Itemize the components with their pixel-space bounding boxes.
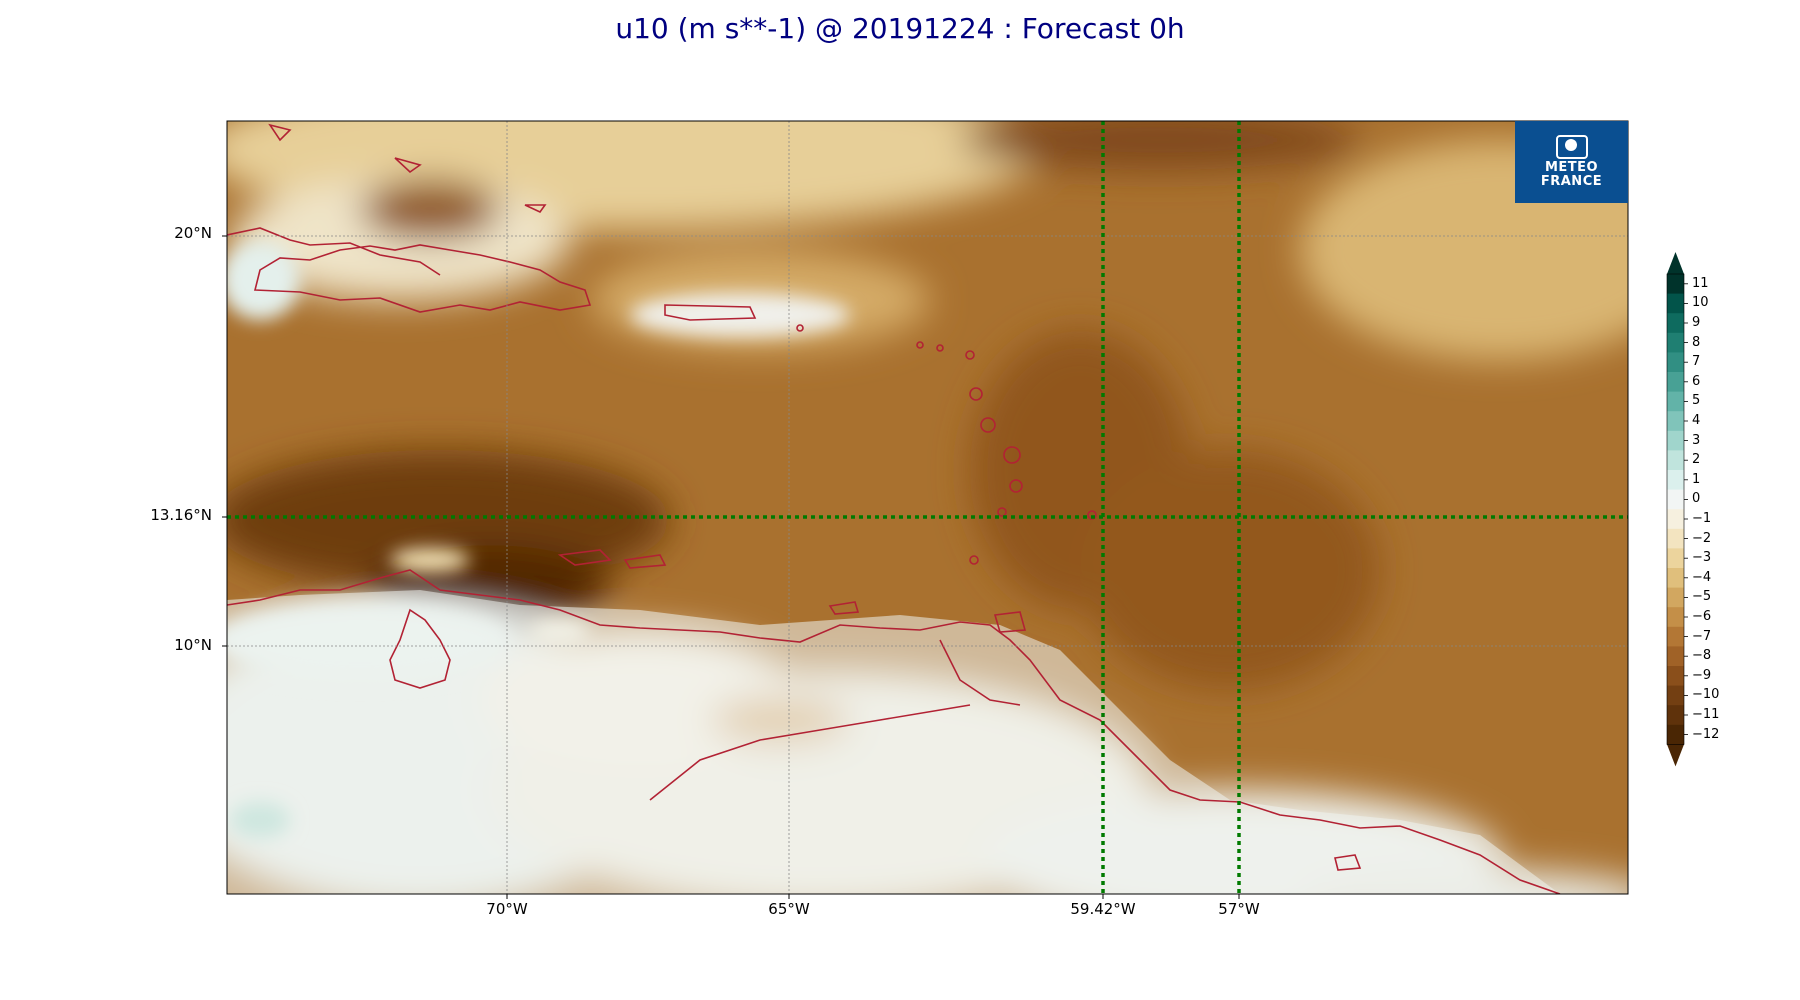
island-tobago-east [1334, 854, 1362, 871]
map-title: u10 (m s**-1) @ 20191224 : Forecast 0h [615, 12, 1185, 45]
lon-label-59.42W: 59.42°W [1070, 900, 1136, 918]
colorbar-tick-label: 7 [1692, 354, 1701, 370]
colorbar [1666, 252, 1688, 767]
colorbar-swatch [1667, 489, 1684, 510]
colorbar-tick-label: −2 [1692, 530, 1712, 546]
island-dominica [969, 387, 983, 401]
colorbar-tick-label: −1 [1692, 511, 1712, 526]
puerto-rico-coast [664, 304, 757, 321]
island-vi [796, 324, 804, 332]
lon-label-70W: 70°W [486, 900, 528, 918]
colorbar-tick-label: 8 [1692, 334, 1701, 350]
colorbar-tick-label: −3 [1692, 550, 1712, 566]
island-curacao [623, 554, 667, 569]
colorbar-swatch [1667, 724, 1684, 745]
colorbar-tick-label: −5 [1692, 589, 1712, 605]
interior-river [649, 704, 971, 801]
island-anguilla [916, 341, 924, 349]
colorbar-tick-label: 9 [1692, 315, 1701, 330]
colorbar-swatch [1667, 450, 1684, 471]
hispaniola-coast [253, 244, 592, 313]
island-stkitts [936, 344, 944, 352]
axis-ticks [222, 235, 1240, 899]
orinoco-coast [939, 639, 1021, 706]
lon-label-57W: 57°W [1218, 900, 1260, 918]
colorbar-swatch [1667, 666, 1684, 687]
island-barbados [1087, 510, 1097, 520]
colorbar-swatch [1667, 607, 1684, 628]
colorbar-tick-label: 3 [1692, 432, 1701, 448]
graticule [227, 121, 1628, 894]
colorbar-tick-label: −7 [1692, 628, 1712, 644]
colorbar-swatch [1667, 293, 1684, 314]
colorbar-tick-label: −12 [1692, 726, 1720, 742]
colorbar-tick-label: −4 [1692, 569, 1712, 585]
colorbar-tick-label: 2 [1692, 452, 1701, 468]
island-stvincent [997, 507, 1007, 517]
colorbar-swatch [1667, 411, 1684, 432]
island-bahamas-2 [394, 157, 422, 174]
colorbar-tick-label: −9 [1692, 667, 1712, 683]
meteo-france-logo: METEO FRANCE [1515, 121, 1628, 203]
island-tci [524, 204, 547, 214]
colorbar-tick-label: −6 [1692, 609, 1712, 624]
lon-label-65W: 65°W [768, 900, 810, 918]
island-aruba [557, 549, 612, 566]
colorbar-swatch [1667, 548, 1684, 569]
colorbar-border [1666, 273, 1685, 745]
cuba-coast [227, 227, 441, 276]
colorbar-swatch [1667, 568, 1684, 589]
colorbar-tick-label: 4 [1692, 413, 1701, 428]
colorbar-tick-label: −11 [1692, 707, 1720, 722]
island-grenada [969, 555, 979, 565]
colorbar-swatch [1667, 470, 1684, 491]
colorbar-tick-label: 5 [1692, 393, 1701, 409]
colorbar-swatch [1667, 372, 1684, 393]
colorbar-swatch [1667, 352, 1684, 373]
colorbar-tick-label: −10 [1692, 687, 1720, 703]
highlight-lines [227, 121, 1628, 894]
lat-label-10N: 10°N [174, 636, 212, 654]
lat-label-20N: 20°N [174, 224, 212, 242]
colorbar-tick-label: 1 [1692, 471, 1701, 487]
map-frame [226, 120, 1629, 895]
colorbar-swatch [1667, 509, 1684, 530]
colorbar-swatch [1667, 705, 1684, 726]
colorbar-swatch [1667, 391, 1684, 412]
colorbar-swatch [1667, 430, 1684, 451]
logo-line-1: METEO [1544, 160, 1599, 175]
colorbar-tick-label: 6 [1692, 373, 1701, 389]
island-guadeloupe [1003, 446, 1021, 464]
colorbar-extend-top [1667, 252, 1684, 274]
colorbar-tick-label: 10 [1692, 295, 1709, 311]
island-antigua [965, 350, 975, 360]
colorbar-swatch [1667, 626, 1684, 647]
island-margarita [828, 601, 860, 615]
island-martinique [980, 417, 996, 433]
lat-label-13.16N: 13.16°N [150, 506, 212, 524]
colorbar-swatch [1667, 587, 1684, 608]
venezuela-coast [227, 569, 1561, 894]
meteo-france-logo-icon [1555, 135, 1588, 159]
island-stlucia [1009, 479, 1023, 493]
trinidad-coast [993, 611, 1027, 633]
colorbar-swatch [1667, 685, 1684, 706]
colorbar-swatch [1667, 274, 1684, 295]
island-bahamas-1 [268, 123, 292, 142]
colorbar-swatch [1667, 528, 1684, 549]
logo-line-2: FRANCE [1540, 174, 1603, 189]
colorbar-extend-bottom [1667, 744, 1684, 767]
coastlines [227, 123, 1561, 894]
colorbar-swatch [1667, 332, 1684, 353]
colorbar-tick-label: −8 [1692, 648, 1712, 664]
maracaibo-coast [389, 608, 451, 689]
colorbar-swatch [1667, 313, 1684, 334]
colorbar-swatch [1667, 646, 1684, 667]
colorbar-tick-label: 11 [1692, 275, 1709, 291]
colorbar-tick-label: 0 [1692, 491, 1701, 507]
wind-field [227, 121, 1628, 894]
